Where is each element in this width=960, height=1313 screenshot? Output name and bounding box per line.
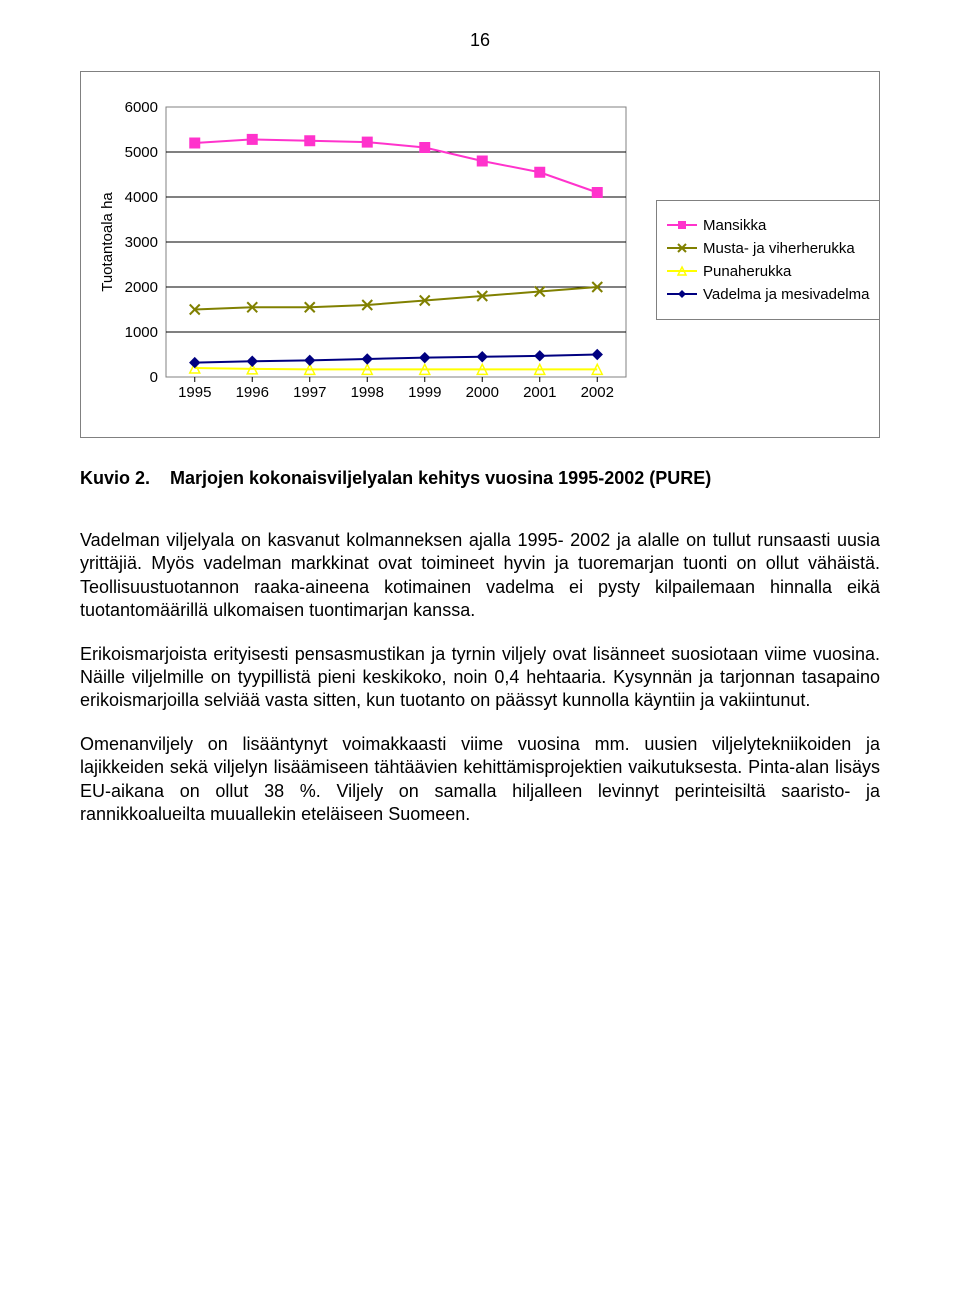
legend-label: Mansikka xyxy=(703,217,766,234)
svg-text:1999: 1999 xyxy=(408,384,441,401)
triangle-icon xyxy=(676,265,688,277)
svg-text:1995: 1995 xyxy=(178,384,211,401)
svg-text:0: 0 xyxy=(150,369,158,386)
svg-text:5000: 5000 xyxy=(125,144,158,161)
paragraph: Omenanviljely on lisääntynyt voimakkaast… xyxy=(80,733,880,827)
svg-text:Tuotantoala ha: Tuotantoala ha xyxy=(99,192,116,292)
x-icon xyxy=(676,242,688,254)
svg-text:2000: 2000 xyxy=(125,279,158,296)
chart-caption: Kuvio 2. Marjojen kokonaisviljelyalan ke… xyxy=(80,468,880,489)
body-text: Vadelman viljelyala on kasvanut kolmanne… xyxy=(80,529,880,826)
diamond-icon xyxy=(676,288,688,300)
line-chart-svg: 0 1000 2000 3000 4000 5000 6000 1995 1996 1997 199… xyxy=(96,97,636,417)
caption-label: Kuvio 2. xyxy=(80,468,150,489)
legend-item: Punaherukka xyxy=(667,263,869,280)
svg-text:1996: 1996 xyxy=(236,384,269,401)
square-icon xyxy=(676,219,688,231)
svg-text:2002: 2002 xyxy=(581,384,614,401)
legend-item: Vadelma ja mesivadelma xyxy=(667,286,869,303)
page-number: 16 xyxy=(80,30,880,51)
svg-text:2000: 2000 xyxy=(466,384,499,401)
caption-text: Marjojen kokonaisviljelyalan kehitys vuo… xyxy=(170,468,711,489)
svg-text:2001: 2001 xyxy=(523,384,556,401)
svg-text:1997: 1997 xyxy=(293,384,326,401)
paragraph: Vadelman viljelyala on kasvanut kolmanne… xyxy=(80,529,880,623)
legend-label: Musta- ja viherherukka xyxy=(703,240,855,257)
svg-text:3000: 3000 xyxy=(125,234,158,251)
legend-item: Musta- ja viherherukka xyxy=(667,240,869,257)
legend-label: Vadelma ja mesivadelma xyxy=(703,286,869,303)
legend-item: Mansikka xyxy=(667,217,869,234)
legend-label: Punaherukka xyxy=(703,263,791,280)
chart-plot: 0 1000 2000 3000 4000 5000 6000 1995 1996 1997 199… xyxy=(96,97,636,422)
chart-container: 0 1000 2000 3000 4000 5000 6000 1995 1996 1997 199… xyxy=(80,71,880,438)
chart-legend: Mansikka Musta- ja viherherukka Punaherukk… xyxy=(656,200,880,320)
svg-text:1000: 1000 xyxy=(125,324,158,341)
page: 16 0 1000 2000 3000 4000 5000 6000 1995 1996 1997… xyxy=(0,0,960,886)
svg-text:4000: 4000 xyxy=(125,189,158,206)
paragraph: Erikoismarjoista erityisesti pensasmusti… xyxy=(80,643,880,713)
svg-text:1998: 1998 xyxy=(351,384,384,401)
chart-inner: 0 1000 2000 3000 4000 5000 6000 1995 1996 1997 199… xyxy=(96,97,864,422)
svg-text:6000: 6000 xyxy=(125,99,158,116)
